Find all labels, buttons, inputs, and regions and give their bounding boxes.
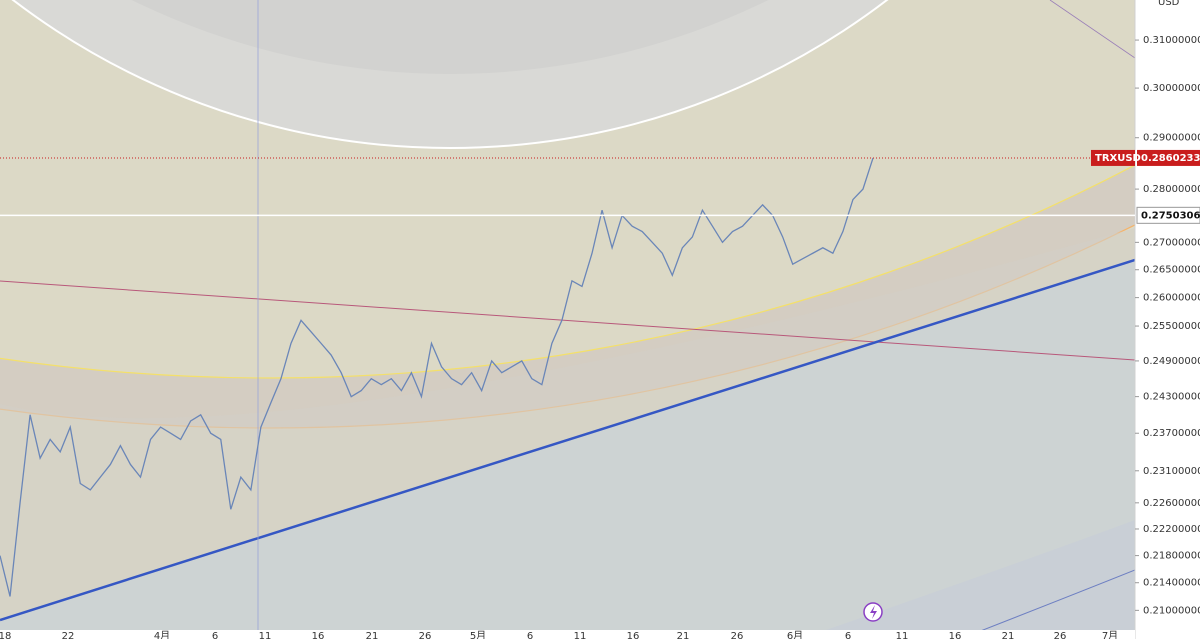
y-tick-label: 0.24900000 bbox=[1143, 356, 1200, 367]
lower-arc-zone bbox=[826, 520, 1135, 630]
time-axis bbox=[0, 630, 1135, 639]
x-tick-label: 6 bbox=[845, 631, 851, 639]
pink-zone bbox=[0, 228, 1135, 620]
price-tag-value: 0.28602334 bbox=[1141, 153, 1200, 164]
unit-label: USD bbox=[1158, 0, 1180, 8]
y-tick-label: 0.22600000 bbox=[1143, 498, 1200, 509]
y-tick-label: 0.30000000 bbox=[1143, 83, 1200, 94]
x-tick-label: 5月 bbox=[470, 630, 486, 639]
purple-line bbox=[1049, 0, 1135, 59]
lower-arc bbox=[981, 569, 1135, 630]
x-tick-label: 7月 bbox=[1102, 630, 1118, 639]
x-tick-label: 26 bbox=[731, 631, 744, 639]
x-tick-label: 21 bbox=[1002, 631, 1015, 639]
inner-arc-top bbox=[131, 0, 769, 74]
blue-trendline bbox=[0, 258, 1135, 622]
x-tick-label: 6 bbox=[212, 631, 218, 639]
x-tick-label: 21 bbox=[677, 631, 690, 639]
x-tick-label: 18 bbox=[0, 631, 11, 639]
y-tick-label: 0.21400000 bbox=[1143, 578, 1200, 589]
x-tick-label: 16 bbox=[949, 631, 962, 639]
x-tick-label: 21 bbox=[366, 631, 379, 639]
symbol-tag: TRXUSD bbox=[1095, 153, 1141, 164]
y-tick-label: 0.26500000 bbox=[1143, 265, 1200, 276]
x-tick-label: 6月 bbox=[787, 630, 803, 639]
price-series bbox=[0, 157, 874, 597]
alert-bolt bbox=[870, 605, 877, 619]
y-tick-label: 0.28000000 bbox=[1143, 184, 1200, 195]
x-tick-label: 11 bbox=[896, 631, 909, 639]
y-tick-label: 0.25500000 bbox=[1143, 321, 1200, 332]
symbol-tag-box bbox=[1091, 149, 1135, 166]
y-tick-label: 0.21800000 bbox=[1143, 551, 1200, 562]
y-tick-label: 0.24300000 bbox=[1143, 392, 1200, 403]
y-tick-label: 0.29000000 bbox=[1143, 133, 1200, 144]
x-tick-label: 26 bbox=[1054, 631, 1067, 639]
x-tick-label: 4月 bbox=[154, 630, 170, 639]
x-tick-label: 16 bbox=[312, 631, 325, 639]
price-axis bbox=[1135, 0, 1200, 639]
y-tick-label: 0.23700000 bbox=[1143, 428, 1200, 439]
x-tick-label: 22 bbox=[62, 631, 75, 639]
red-trendline bbox=[0, 280, 1135, 361]
y-tick-label: 0.22200000 bbox=[1143, 524, 1200, 535]
price-tag-box bbox=[1137, 149, 1200, 166]
price-tag-value: 0.27503062 bbox=[1141, 210, 1200, 221]
x-tick-label: 11 bbox=[574, 631, 587, 639]
x-tick-label: 6 bbox=[527, 631, 533, 639]
x-tick-label: 26 bbox=[419, 631, 432, 639]
lower-zone bbox=[0, 260, 1135, 630]
y-tick-label: 0.21000000 bbox=[1143, 605, 1200, 616]
y-tick-label: 0.26000000 bbox=[1143, 293, 1200, 304]
price-line bbox=[0, 157, 874, 597]
y-tick-label: 0.23100000 bbox=[1143, 466, 1200, 477]
y-tick-label: 0.31000000 bbox=[1143, 35, 1200, 46]
price-tag-box bbox=[1136, 206, 1200, 224]
x-tick-label: 16 bbox=[627, 631, 640, 639]
x-tick-label: 11 bbox=[259, 631, 272, 639]
y-tick-label: 0.27000000 bbox=[1143, 237, 1200, 248]
